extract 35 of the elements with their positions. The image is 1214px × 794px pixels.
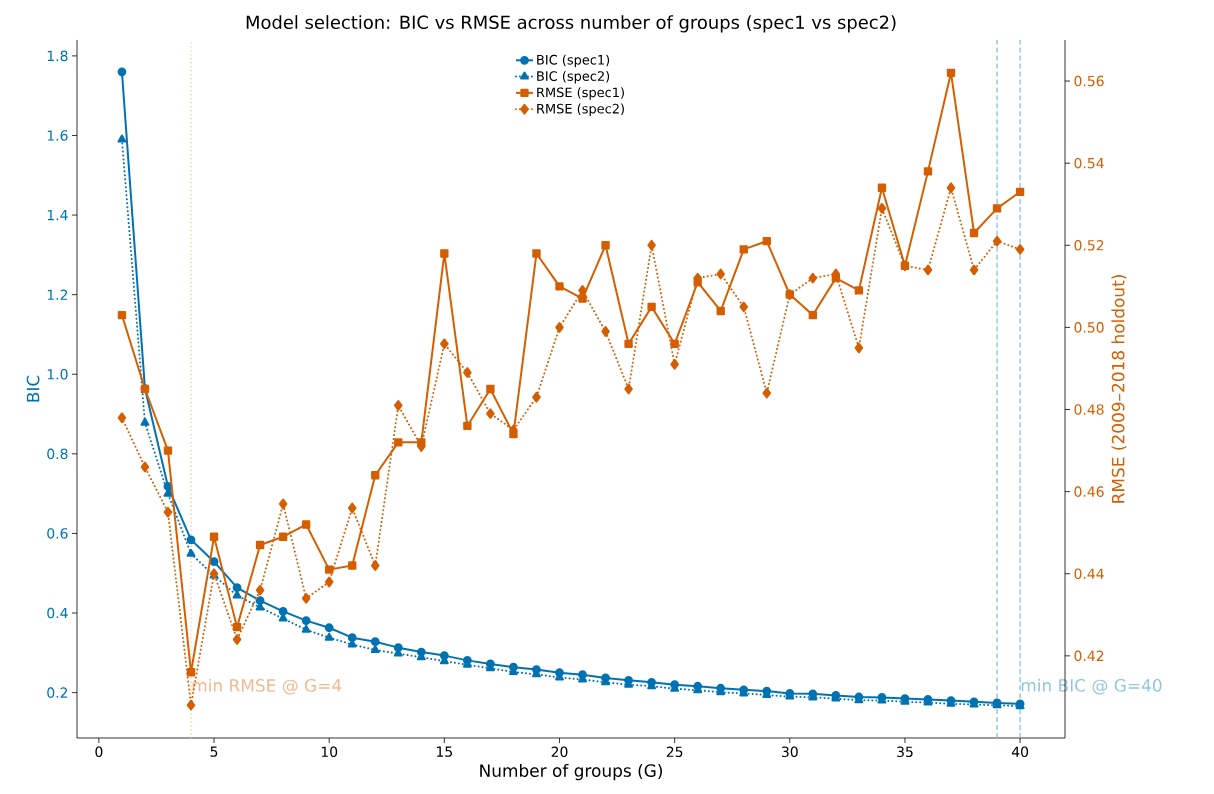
y2-tick-label: 0.56: [1074, 75, 1104, 87]
y2-tick-label: 0.54: [1074, 157, 1104, 169]
x-tick-label: 30: [781, 746, 798, 758]
ref-line-label: min RMSE @ G=4: [192, 678, 342, 695]
x-tick-label: 35: [897, 746, 913, 758]
y-tick-label: 0.2: [47, 687, 68, 698]
x-axis-title: Number of groups (G): [480, 763, 662, 781]
x-tick-label: 20: [551, 746, 568, 758]
y-tick-label: 1.4: [47, 209, 68, 221]
y-tick-label: 0.6: [47, 528, 68, 539]
legend-label: BIC (spec1): [537, 54, 610, 68]
y2-tick-label: 0.52: [1074, 239, 1104, 251]
chart-title: Model selection: BIC vs RMSE across number of groups (spec1 vs spec2): [246, 15, 896, 33]
y-tick-label: 1.8: [47, 50, 68, 62]
legend-label: RMSE (spec1): [537, 87, 624, 100]
x-tick-label: 25: [666, 746, 683, 758]
x-tick-label: 0: [95, 746, 103, 758]
y2-tick-label: 0.50: [1074, 322, 1104, 333]
y2-axis-title: RMSE (2009–2018 holdout): [1111, 275, 1127, 503]
y-axis-title: BIC: [26, 375, 40, 402]
y2-tick-label: 0.44: [1074, 568, 1104, 580]
y2-tick-label: 0.42: [1074, 650, 1104, 662]
x-tick-label: 40: [1011, 746, 1029, 758]
y-tick-label: 1.0: [47, 368, 68, 380]
y-tick-label: 0.4: [47, 607, 68, 619]
x-tick-label: 15: [437, 746, 452, 757]
y-tick-label: 1.2: [47, 289, 68, 300]
y2-tick-label: 0.48: [1074, 404, 1104, 415]
x-tick-label: 10: [321, 746, 338, 758]
x-tick-label: 5: [210, 746, 218, 757]
legend-label: RMSE (spec2): [537, 103, 624, 117]
legend-label: BIC (spec2): [537, 70, 610, 84]
y-tick-label: 0.8: [47, 448, 68, 460]
y-tick-label: 1.6: [47, 130, 68, 141]
y2-tick-label: 0.46: [1074, 486, 1104, 497]
